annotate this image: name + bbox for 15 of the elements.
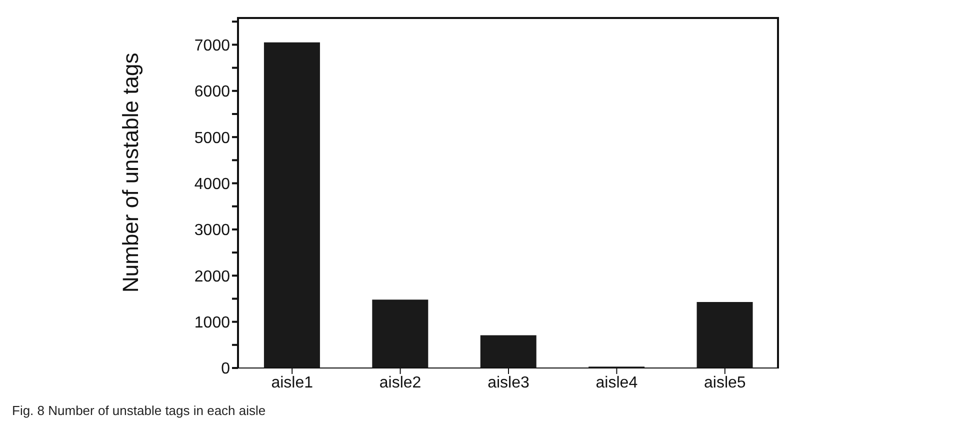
x-tick-label: aisle5 — [704, 374, 746, 392]
x-tick-label: aisle3 — [488, 374, 530, 392]
caption: Fig. 8 Number of unstable tags in each aisle — [11, 403, 267, 418]
y-axis-title: Number of unstable tags — [118, 52, 143, 292]
y-tick-label: 2000 — [194, 268, 230, 286]
x-tick-label: aisle4 — [596, 374, 638, 392]
x-tick-label: aisle2 — [379, 374, 422, 392]
y-tick-label: 6000 — [194, 84, 230, 101]
y-tick-label: 7000 — [194, 37, 230, 54]
y-tick-label: 3000 — [194, 222, 230, 240]
x-tick-label: aisle1 — [271, 374, 314, 392]
y-tick-label: 4000 — [194, 176, 230, 193]
y-tick-label: 1000 — [194, 314, 230, 332]
y-tick-label: 0 — [221, 360, 230, 378]
y-tick-label: 5000 — [194, 130, 230, 147]
